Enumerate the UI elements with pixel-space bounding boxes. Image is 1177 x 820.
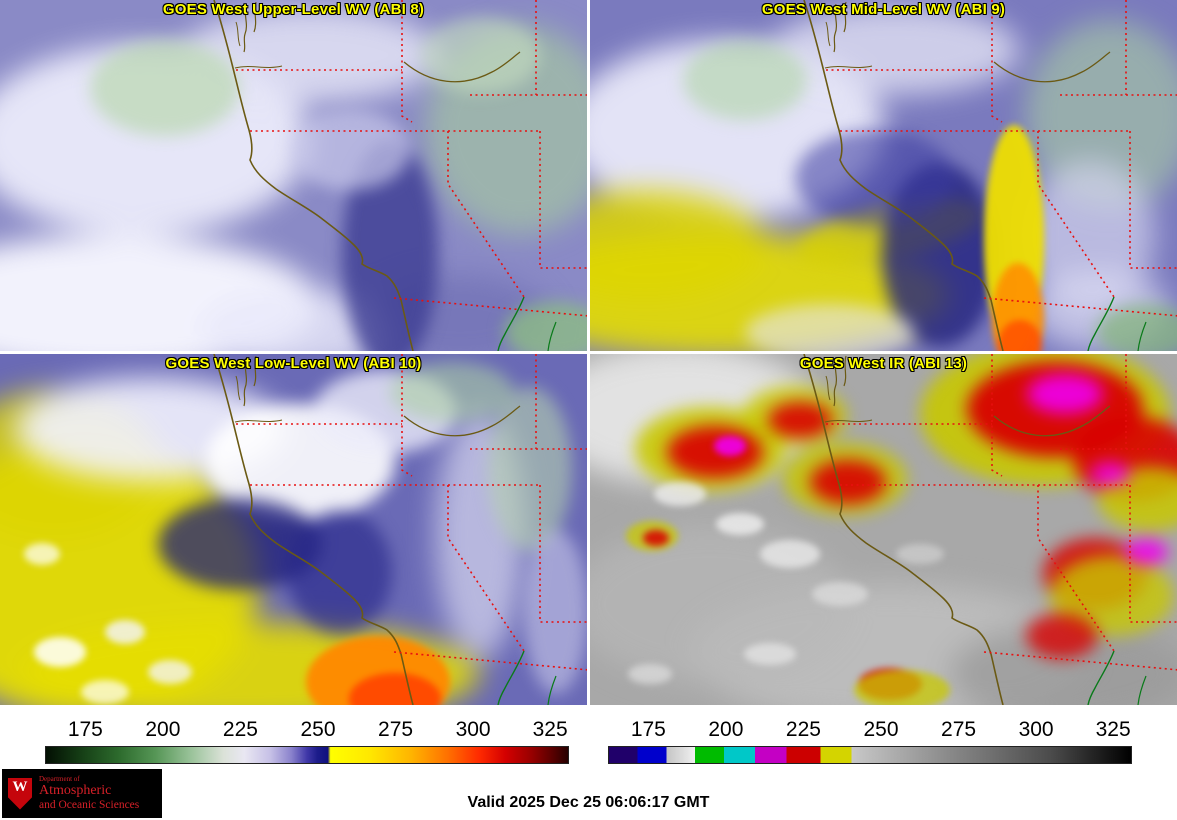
ir-tick-label: 275 [941,718,977,741]
panel-title-ir: GOES West IR (ABI 13) [799,355,968,372]
panel-mid-wv: GOES West Mid-Level WV (ABI 9) [590,0,1177,351]
logo-line-atmospheric: Atmospheric [39,783,112,799]
crest-monogram: W [12,778,28,795]
panel-title-upper-wv: GOES West Upper-Level WV (ABI 8) [162,1,425,18]
ir-tick-label: 300 [1018,718,1054,741]
logo-text: Department of Atmospheric and Oceanic Sc… [39,774,140,812]
wv-colorbar-ticks: 175 200 225 250 275 300 325 [45,708,569,742]
ir-colorbar-ticks: 175 200 225 250 275 300 325 [608,708,1132,742]
wv-tick-label: 325 [532,718,568,741]
aos-logo: W Department of Atmospheric and Oceanic … [2,769,162,818]
wv-tick-label: 225 [222,718,258,741]
satellite-image-low-wv [0,354,587,705]
ir-tick-label: 250 [863,718,899,741]
panel-upper-wv: GOES West Upper-Level WV (ABI 8) [0,0,587,351]
logo-line-oceanic: and Oceanic Sciences [39,798,140,811]
ir-tick-label: 200 [708,718,744,741]
panel-title-low-wv: GOES West Low-Level WV (ABI 10) [165,355,422,372]
wv-tick-label: 250 [300,718,336,741]
ir-colorbar [608,746,1132,764]
valid-timestamp: Valid 2025 Dec 25 06:06:17 GMT [467,794,710,811]
satellite-image-upper-wv [0,0,587,351]
panel-low-wv: GOES West Low-Level WV (ABI 10) [0,354,587,705]
ir-tick-label: 325 [1095,718,1131,741]
panel-title-mid-wv: GOES West Mid-Level WV (ABI 9) [761,1,1006,18]
wv-tick-label: 300 [455,718,491,741]
panel-ir: GOES West IR (ABI 13) [590,354,1177,705]
wv-tick-label: 175 [67,718,103,741]
ir-tick-label: 225 [785,718,821,741]
satellite-image-ir [590,354,1177,705]
wv-tick-label: 200 [145,718,181,741]
logo-line-department: Department of [39,774,80,783]
panel-grid: GOES West Upper-Level WV (ABI 8) [0,0,1177,705]
wv-colorbar [45,746,569,764]
wv-tick-label: 275 [378,718,414,741]
ir-tick-label: 175 [630,718,666,741]
satellite-image-mid-wv [590,0,1177,351]
